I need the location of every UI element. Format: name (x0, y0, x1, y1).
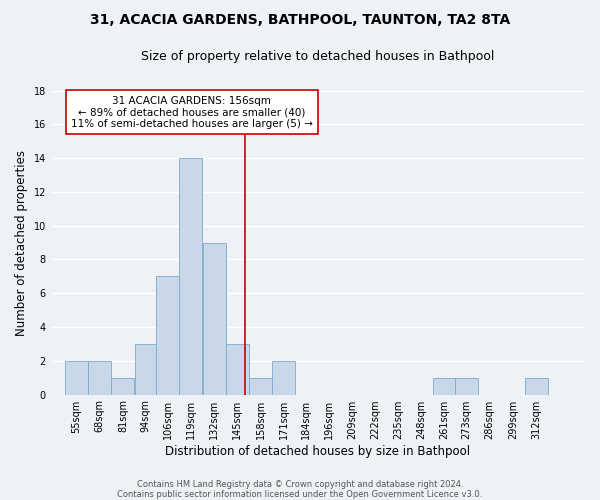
Text: 31, ACACIA GARDENS, BATHPOOL, TAUNTON, TA2 8TA: 31, ACACIA GARDENS, BATHPOOL, TAUNTON, T… (90, 12, 510, 26)
Bar (112, 378, 134, 394)
Bar (433, 378, 455, 394)
Bar (272, 361, 295, 394)
Bar (249, 378, 272, 394)
Bar (179, 158, 202, 394)
Title: Size of property relative to detached houses in Bathpool: Size of property relative to detached ho… (141, 50, 494, 63)
Bar (65, 361, 88, 394)
Text: 31 ACACIA GARDENS: 156sqm
← 89% of detached houses are smaller (40)
11% of semi-: 31 ACACIA GARDENS: 156sqm ← 89% of detac… (71, 96, 313, 129)
Bar (524, 378, 548, 394)
X-axis label: Distribution of detached houses by size in Bathpool: Distribution of detached houses by size … (166, 444, 470, 458)
Bar (156, 276, 179, 394)
Bar (134, 344, 156, 395)
Bar (203, 242, 226, 394)
Text: Contains HM Land Registry data © Crown copyright and database right 2024.
Contai: Contains HM Land Registry data © Crown c… (118, 480, 482, 499)
Bar (226, 344, 249, 395)
Bar (455, 378, 478, 394)
Y-axis label: Number of detached properties: Number of detached properties (15, 150, 28, 336)
Bar (88, 361, 111, 394)
